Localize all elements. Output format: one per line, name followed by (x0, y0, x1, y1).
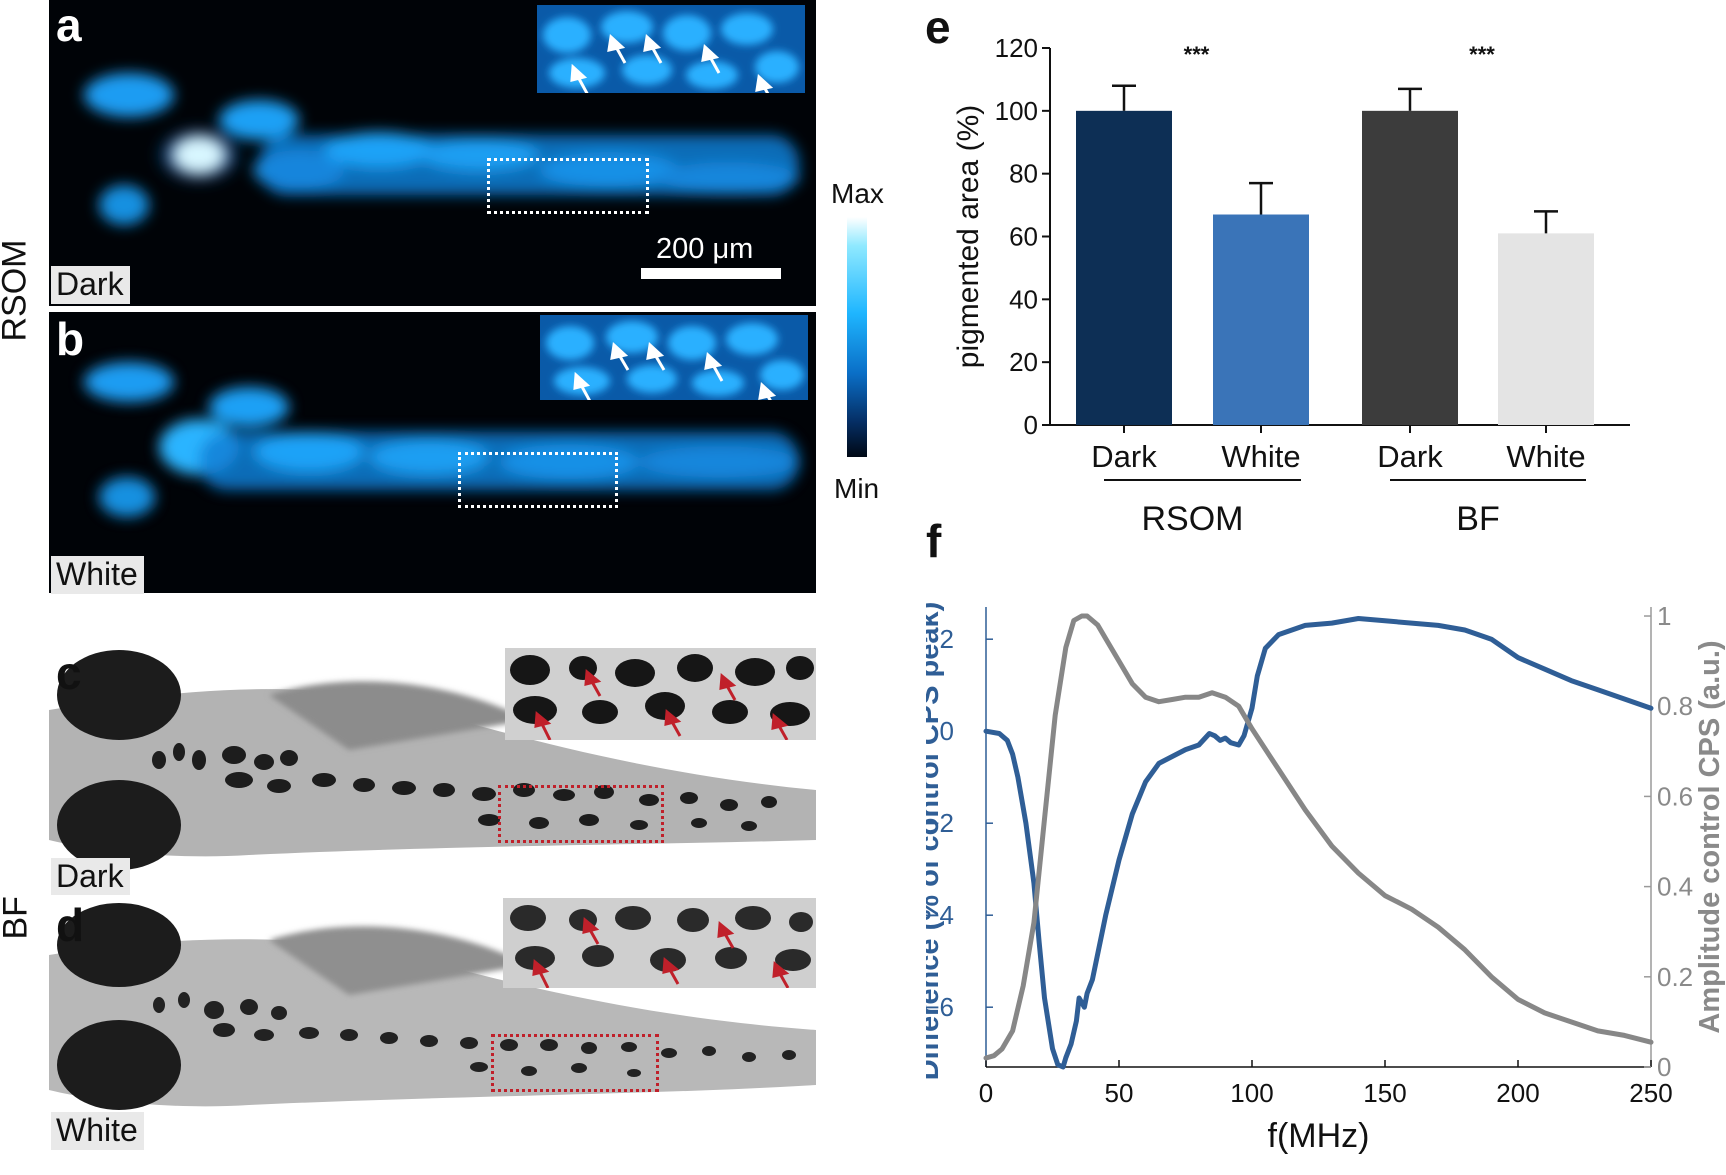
bar (1362, 110, 1458, 425)
x-tick-label: White (1506, 439, 1585, 474)
scale-bar-label: 200 μm (656, 233, 754, 265)
rsom-dark-inset (537, 5, 805, 93)
x-tick-label: 0 (979, 1078, 993, 1108)
significance-marker: *** (1469, 42, 1495, 67)
bar (1213, 214, 1309, 425)
tag-dark-bf: Dark (51, 858, 130, 897)
left-y-tick-label: 0 (940, 716, 954, 746)
rsom-white-inset-arrows (573, 342, 777, 400)
x-tick-label: 150 (1363, 1078, 1406, 1108)
rsom-image-white (49, 312, 816, 593)
panel-letter-a: a (56, 0, 82, 51)
bf-white-fish (49, 903, 816, 1110)
tag-white-rsom: White (51, 556, 144, 595)
x-axis-label: f(MHz) (1268, 1117, 1370, 1155)
rsom-white-roi-box (458, 452, 618, 508)
bf-white-inset-cells (510, 905, 813, 988)
right-y-tick-label: 0.6 (1657, 781, 1693, 811)
x-tick-label: 100 (1230, 1078, 1273, 1108)
y-tick-label: 60 (1009, 222, 1038, 252)
scale-bar (641, 268, 781, 279)
y-tick-label: 80 (1009, 159, 1038, 189)
bf-image-white (49, 895, 816, 1140)
rsom-white-inset (540, 315, 808, 400)
x-tick-label: White (1221, 439, 1300, 474)
left-y-tick-label: 2 (940, 624, 954, 654)
tag-white-bf: White (51, 1112, 144, 1151)
bf-dark-fish (49, 650, 816, 870)
y-axis-label: pigmented area (%) (952, 105, 985, 368)
rsom-dark-signal (84, 73, 799, 225)
x-tick-label: 200 (1496, 1078, 1539, 1108)
panel-letter-b: b (56, 313, 85, 365)
rsom-white-signal (84, 362, 799, 517)
x-tick-label: Dark (1091, 439, 1157, 474)
row-label-bf: BF (0, 896, 35, 940)
x-tick-label: 50 (1105, 1078, 1134, 1108)
left-y-tick-label: −2 (926, 808, 954, 838)
panel-letter-e: e (925, 1, 951, 53)
significance-marker: *** (1184, 42, 1210, 67)
right-y-tick-label: 0 (1657, 1052, 1671, 1082)
y-tick-label: 20 (1009, 347, 1038, 377)
y-tick-label: 40 (1009, 284, 1038, 314)
tag-dark-rsom: Dark (51, 266, 130, 305)
bf-white-inset (503, 898, 816, 988)
y-tick-label: 0 (1024, 410, 1038, 440)
bf-dark-inset (505, 648, 816, 740)
y-tick-label: 120 (995, 33, 1038, 63)
group-label: RSOM (1142, 500, 1244, 538)
row-label-rsom: RSOM (0, 239, 34, 342)
bar (1498, 233, 1594, 425)
line-chart-frequency-difference: 0 50 100 150 200 250 f(MHz) 2 0 −2 −4 −6Difference … (926, 601, 1726, 1155)
rsom-dark-roi-box (487, 158, 649, 214)
panel-letter-d: d (56, 899, 85, 951)
group-label: BF (1456, 500, 1499, 538)
colorbar-min-label: Min (834, 473, 880, 504)
bf-image-dark (49, 640, 816, 890)
x-tick-label: Dark (1377, 439, 1443, 474)
left-y-tick-label: −4 (926, 900, 954, 930)
left-y-axis-label: Difference (% of control CPS peak) (926, 602, 945, 1081)
rsom-white-inset-cells (546, 321, 804, 396)
panel-letter-c: c (56, 647, 82, 699)
right-y-axis-label: Amplitude control CPS (a.u.) (1694, 640, 1726, 1033)
rsom-dark-inset-cells (543, 11, 799, 89)
bar-chart-pigmented-area: 0 20 40 60 80 100 120 pigmented area (%) Dark Whi… (952, 33, 1630, 538)
right-y-tick-label: 0.4 (1657, 872, 1693, 902)
series-line-difference (983, 616, 1654, 1070)
y-tick-label: 100 (995, 96, 1038, 126)
colorbar-max-label: Max (831, 178, 884, 209)
rsom-dark-inset-arrows (570, 34, 774, 93)
right-y-tick-label: 0.8 (1657, 691, 1693, 721)
bar (1076, 110, 1172, 425)
x-tick-label: 250 (1629, 1078, 1672, 1108)
rsom-image-dark: 200 μm (49, 0, 816, 306)
left-y-tick-label: −6 (926, 992, 954, 1022)
right-y-tick-label: 1 (1657, 601, 1671, 631)
series-line-amplitude (983, 613, 1654, 1061)
right-y-tick-label: 0.2 (1657, 962, 1693, 992)
panel-letter-f: f (926, 515, 942, 567)
bf-dark-roi-box (498, 785, 664, 843)
colorbar (847, 217, 867, 457)
bf-dark-inset-cells (510, 654, 814, 740)
bf-white-roi-box (491, 1034, 659, 1092)
